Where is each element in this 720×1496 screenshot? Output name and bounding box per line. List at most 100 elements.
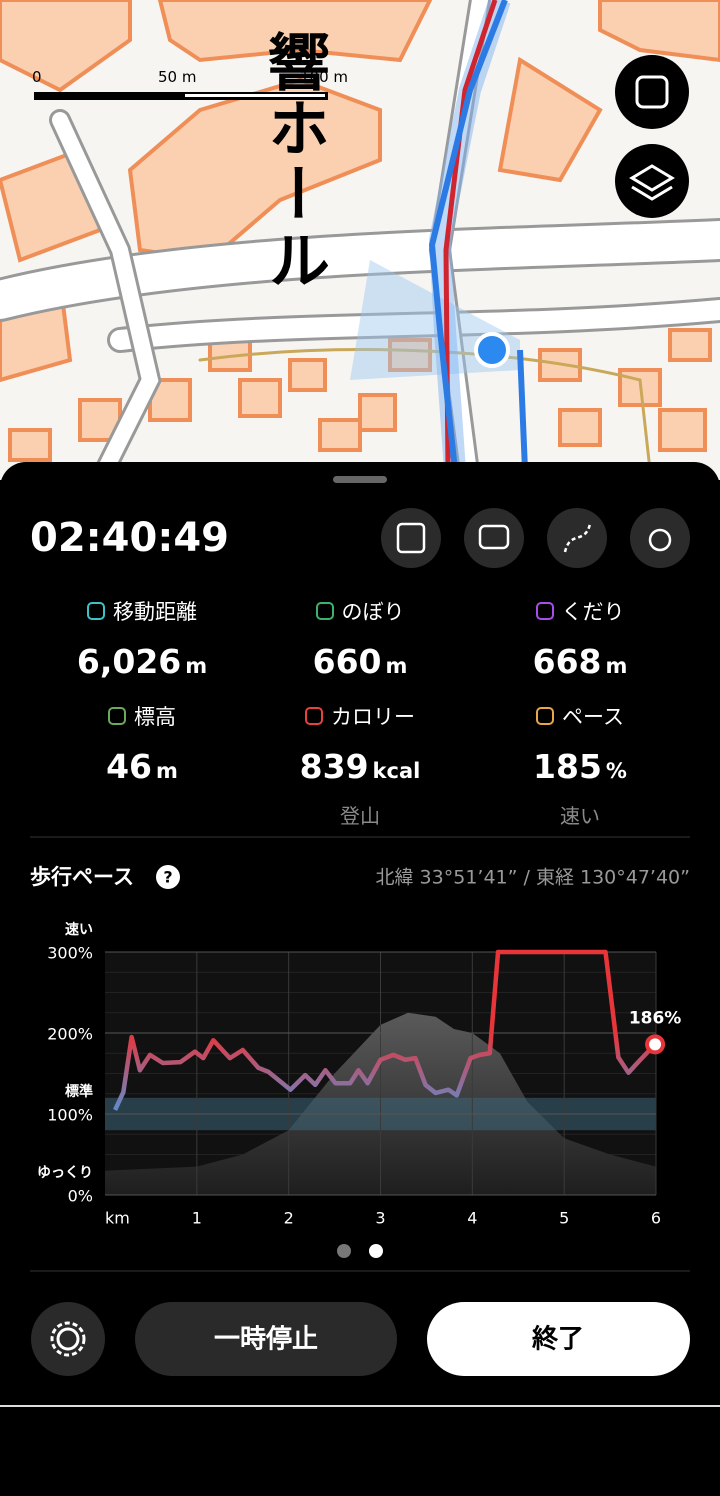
stat-value-row: 660 m: [250, 642, 470, 681]
bottom-sheet: [0, 462, 720, 1405]
x-tick-label: 4: [467, 1209, 477, 1228]
tool-button[interactable]: [381, 508, 441, 568]
stat-icon: [305, 707, 323, 725]
stat-label-row: ペース: [470, 701, 690, 731]
end-button[interactable]: [427, 1302, 690, 1376]
stat-label: 標高: [134, 705, 176, 729]
building: [288, 358, 327, 392]
timer: 02:40:49: [30, 515, 229, 561]
stat-value: 185: [533, 747, 602, 786]
stat-icon: [535, 602, 554, 620]
nav-separator: [0, 1405, 720, 1407]
x-tick-label: 6: [651, 1209, 661, 1228]
stat: くだり 668 m: [470, 596, 690, 681]
stat-icon: [536, 707, 555, 725]
scale-label: 100 m: [300, 68, 348, 86]
stat-label: のぼり: [341, 600, 405, 624]
stat-value: 839: [299, 747, 369, 786]
tool-icon: [478, 524, 510, 550]
settings-icon: [56, 1327, 80, 1351]
building: [497, 56, 603, 183]
map: 0 50 m 100 m: [0, 0, 720, 480]
y-level-label: 速い: [65, 921, 93, 938]
current-location: [474, 332, 510, 368]
page-dot[interactable]: [337, 1244, 351, 1258]
stat-label-row: 移動距離: [32, 596, 252, 626]
panel-tools: [381, 508, 690, 568]
stat-label: くだり: [561, 600, 625, 624]
pause-label: 一時停止: [214, 1325, 318, 1355]
place-label: 響ホール: [257, 30, 330, 294]
stat-label: カロリー: [331, 705, 415, 729]
scale-bar-line: [34, 92, 328, 100]
track-line: [443, 0, 498, 471]
stat: のぼり 660 m: [250, 596, 470, 681]
layers-button[interactable]: [615, 144, 689, 218]
stat-label-row: 標高: [32, 701, 252, 731]
page-dot-active[interactable]: [369, 1244, 383, 1258]
y-tick-label: 100%: [47, 1106, 93, 1125]
chart-subtitle: 北緯 33°51’41” / 東経 130°47’40”: [376, 867, 690, 889]
tool-button[interactable]: [547, 508, 607, 568]
y-level-label: ゆっくり: [37, 1165, 93, 1181]
settings-button[interactable]: [31, 1302, 105, 1376]
y-level-label: 標準: [65, 1083, 93, 1100]
stat-value-row: 839 kcal: [250, 747, 470, 786]
stat-label-row: くだり: [470, 596, 690, 626]
y-tick-label: 200%: [47, 1025, 93, 1044]
tool-icon: [648, 528, 672, 552]
stat-value-row: 668 m: [470, 642, 690, 681]
stat-value: 46: [106, 747, 153, 786]
chart-title: 歩行ペース: [30, 865, 134, 889]
x-tick-label: 1: [192, 1209, 202, 1228]
scale-bar-segment: [185, 94, 325, 97]
tool-icon: [396, 522, 426, 554]
layers-icon: [629, 164, 675, 201]
scale-label: 50 m: [158, 68, 196, 86]
fullscreen-icon: [635, 75, 669, 109]
stat: 移動距離 6,026 m: [32, 596, 252, 681]
stat-icon: [87, 602, 105, 620]
building: [238, 378, 282, 418]
route-line: [517, 349, 528, 471]
stat: 標高 46 m: [32, 701, 252, 786]
y-tick-label: 0%: [68, 1187, 93, 1206]
stat-value-row: 6,026 m: [32, 642, 252, 681]
stat: ペース 185% 速い: [470, 701, 690, 829]
help-button[interactable]: [156, 865, 180, 889]
stat-unit: m: [385, 654, 408, 678]
x-axis-label: km: [105, 1209, 130, 1228]
pace-line: [113, 949, 657, 1111]
building: [658, 408, 707, 452]
building: [318, 418, 362, 452]
stat-value: 6,026: [76, 642, 182, 681]
building: [668, 328, 712, 362]
stat-label-row: のぼり: [250, 596, 470, 626]
end-label: 終了: [531, 1324, 584, 1355]
scale-bar: 0 50 m 100 m: [32, 68, 348, 100]
building: [388, 338, 432, 372]
pause-button[interactable]: [135, 1302, 397, 1376]
current-pace-marker: [645, 1034, 666, 1055]
tool-button[interactable]: [464, 508, 524, 568]
stat-value-row: 46 m: [32, 747, 252, 786]
fullscreen-button[interactable]: [615, 55, 689, 129]
building: [157, 0, 433, 63]
stat-note: 速い: [560, 804, 600, 828]
stat-label: 移動距離: [113, 600, 197, 624]
x-tick-label: 2: [284, 1209, 294, 1228]
stat-label-row: カロリー: [250, 701, 470, 731]
help-icon: ?: [163, 868, 172, 887]
x-tick-label: 5: [559, 1209, 569, 1228]
building: [598, 0, 720, 63]
stat-unit: m: [156, 759, 178, 783]
drag-handle[interactable]: [333, 476, 387, 483]
route-line: [428, 0, 508, 471]
value-label: 186%: [629, 1008, 682, 1028]
building: [558, 408, 602, 447]
tool-button[interactable]: [630, 508, 690, 568]
stat-unit: kcal: [372, 759, 421, 783]
building: [8, 428, 52, 462]
